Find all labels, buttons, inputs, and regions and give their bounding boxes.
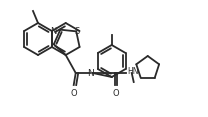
Text: O: O — [112, 89, 119, 98]
Text: O: O — [70, 89, 77, 98]
Text: N: N — [87, 68, 94, 77]
Text: HN: HN — [128, 68, 139, 77]
Text: N: N — [50, 26, 56, 35]
Text: S: S — [75, 27, 80, 36]
